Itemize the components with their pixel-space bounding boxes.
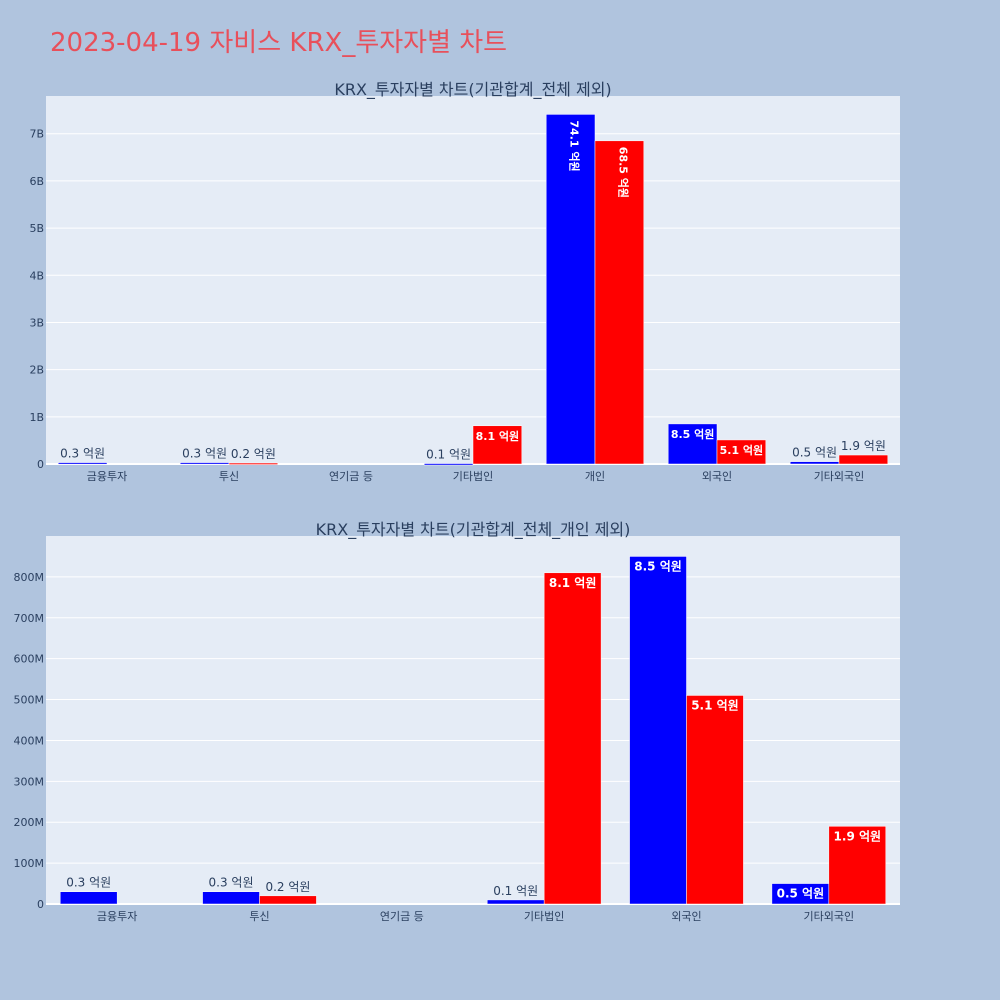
x-tick-label: 금융투자 [97, 910, 137, 923]
bar [202, 891, 260, 905]
data-label: 0.3 억원 [66, 876, 111, 890]
data-label: 0.5 억원 [777, 887, 825, 901]
y-tick-label: 400M [14, 734, 45, 747]
y-tick-label: 3B [29, 316, 44, 329]
y-tick-label: 6B [29, 175, 44, 188]
x-tick-label: 기타외국인 [804, 910, 855, 923]
bar [179, 462, 230, 465]
data-label: 8.1 억원 [476, 429, 520, 443]
chart-title: KRX_투자자별 차트(기관합계_전체 제외) [334, 80, 611, 100]
data-label: 0.1 억원 [493, 884, 538, 898]
page-title: 2023-04-19 자비스 KRX_투자자별 차트 [50, 28, 508, 58]
y-tick-label: 800M [14, 571, 45, 584]
data-label: 0.3 억원 [60, 447, 105, 461]
y-tick-label: 2B [29, 364, 44, 377]
bar [259, 895, 317, 905]
y-tick-label: 200M [14, 816, 45, 829]
x-tick-label: 외국인 [671, 910, 701, 923]
data-label: 0.3 억원 [182, 447, 227, 461]
chart-1: 0 1B 2B 3B 4B 5B 6B 7B KRX_투자자별 차트(기관합계_전체 제외) 금융… [29, 80, 900, 483]
data-label: 0.5 억원 [792, 446, 837, 460]
plot-area [46, 536, 900, 904]
x-tick-label: 투신 [249, 910, 269, 923]
data-label: 1.9 억원 [834, 829, 882, 843]
bar [59, 891, 118, 905]
bar [629, 556, 687, 905]
bar [789, 461, 840, 465]
bar [686, 695, 744, 905]
x-tick-label: 연기금 등 [329, 470, 373, 483]
chart-title: KRX_투자자별 차트(기관합계_전체_개인 제외) [316, 520, 631, 540]
chart-2: 0 100M 200M 300M 400M 500M 600M 700M 800M KRX_투자자… [14, 520, 900, 923]
y-tick-label: 700M [14, 612, 45, 625]
x-tick-label: 기타법인 [453, 470, 493, 483]
y-tick-label: 600M [14, 653, 45, 666]
y-tick-label: 4B [29, 269, 44, 282]
bar [228, 462, 279, 465]
data-label: 5.1 억원 [691, 698, 739, 712]
y-tick-label: 1B [29, 411, 44, 424]
x-tick-label: 투신 [219, 470, 239, 483]
y-tick-label: 0 [37, 458, 44, 471]
bar [423, 463, 474, 466]
data-label: 1.9 억원 [841, 439, 886, 453]
x-tick-label: 연기금 등 [380, 910, 424, 923]
y-tick-label: 500M [14, 694, 45, 707]
y-tick-label: 7B [29, 128, 44, 141]
x-tick-label: 기타법인 [524, 910, 564, 923]
bar [472, 425, 523, 465]
data-label: 8.5 억원 [671, 427, 715, 441]
data-label: 8.5 억원 [634, 559, 682, 573]
y-tick-label: 5B [29, 222, 44, 235]
x-tick-label: 개인 [585, 470, 605, 483]
data-label: 0.3 억원 [209, 876, 254, 890]
y-tick-label: 300M [14, 775, 45, 788]
bar [828, 826, 887, 905]
x-tick-label: 금융투자 [87, 470, 127, 483]
x-tick-label: 외국인 [702, 470, 732, 483]
bar [594, 140, 645, 465]
y-tick-label: 0 [37, 898, 44, 911]
data-label: 8.1 억원 [549, 576, 597, 590]
y-tick-label: 100M [14, 857, 45, 870]
data-label: 5.1 억원 [720, 443, 764, 457]
bar [543, 572, 602, 905]
bar [716, 439, 767, 465]
plot-area [46, 96, 900, 464]
data-label: 68.5 억원 [616, 147, 630, 198]
data-label: 74.1 억원 [568, 120, 582, 171]
data-label: 0.1 억원 [426, 448, 471, 462]
data-label: 0.2 억원 [231, 447, 276, 461]
bar [545, 114, 596, 465]
bar [838, 454, 889, 465]
bar [486, 899, 545, 905]
x-tick-label: 기타외국인 [814, 470, 865, 483]
data-label: 0.2 억원 [265, 880, 310, 894]
bar [57, 462, 108, 465]
